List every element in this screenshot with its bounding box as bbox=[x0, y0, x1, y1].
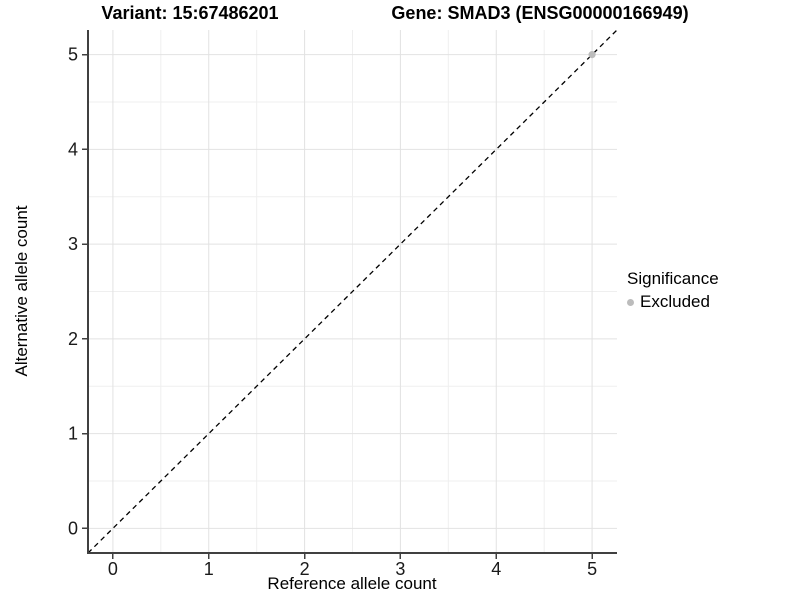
x-axis-title: Reference allele count bbox=[267, 574, 437, 593]
legend-title: Significance bbox=[627, 269, 719, 288]
y-tick-label: 5 bbox=[68, 45, 78, 65]
y-tick-label: 2 bbox=[68, 329, 78, 349]
data-point bbox=[588, 51, 596, 59]
y-tick-label: 0 bbox=[68, 518, 78, 538]
x-tick-label: 3 bbox=[395, 559, 405, 579]
x-tick-label: 1 bbox=[204, 559, 214, 579]
plot-title-gene: Gene: SMAD3 (ENSG00000166949) bbox=[391, 3, 689, 23]
plot-title-variant: Variant: 15:67486201 bbox=[101, 3, 279, 23]
identity-line bbox=[87, 29, 618, 554]
y-tick-label: 3 bbox=[68, 234, 78, 254]
x-tick-label: 2 bbox=[300, 559, 310, 579]
legend-item-excluded: Excluded bbox=[627, 291, 719, 313]
x-tick-label: 5 bbox=[587, 559, 597, 579]
y-tick-label: 1 bbox=[68, 424, 78, 444]
x-tick-label: 4 bbox=[491, 559, 501, 579]
y-axis-title: Alternative allele count bbox=[12, 205, 31, 377]
legend-item-label: Excluded bbox=[640, 292, 710, 311]
excluded-point-marker-icon bbox=[627, 298, 634, 306]
x-tick-label: 0 bbox=[108, 559, 118, 579]
legend: Significance Excluded bbox=[627, 268, 719, 313]
y-tick-label: 4 bbox=[68, 139, 78, 159]
